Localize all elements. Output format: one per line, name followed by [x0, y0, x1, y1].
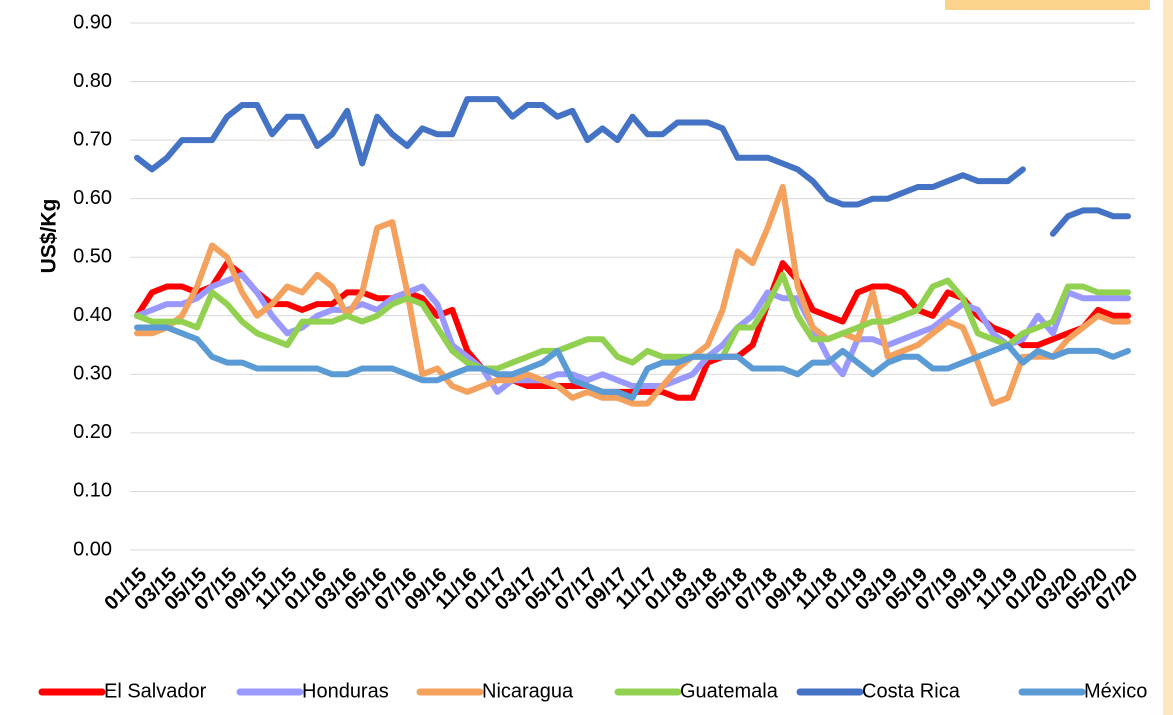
y-tick-label: 0.40: [73, 304, 112, 326]
y-tick-label: 0.80: [73, 70, 112, 92]
y-tick-label: 0.00: [73, 538, 112, 560]
legend-label: Honduras: [302, 680, 389, 702]
series-line: [134, 271, 1131, 372]
y-tick-label: 0.30: [73, 363, 112, 385]
legend-label: México: [1084, 680, 1147, 702]
y-tick-label: 0.60: [73, 187, 112, 209]
y-axis-label: US$/Kg: [38, 199, 61, 274]
legend-label: Costa Rica: [862, 680, 961, 702]
series-line: [134, 184, 1131, 407]
legend-label: El Salvador: [104, 680, 207, 702]
y-tick-label: 0.10: [73, 480, 112, 502]
series-line: [134, 324, 1131, 401]
y-tick-label: 0.70: [73, 128, 112, 150]
decoration: [1163, 0, 1173, 715]
y-tick-label: 0.20: [73, 421, 112, 443]
legend-label: Guatemala: [680, 680, 779, 702]
legend-label: Nicaragua: [482, 680, 574, 702]
decoration: [945, 0, 1150, 10]
y-tick-label: 0.50: [73, 246, 112, 268]
y-tick-label: 0.90: [73, 11, 112, 33]
series-line: [134, 96, 1131, 237]
